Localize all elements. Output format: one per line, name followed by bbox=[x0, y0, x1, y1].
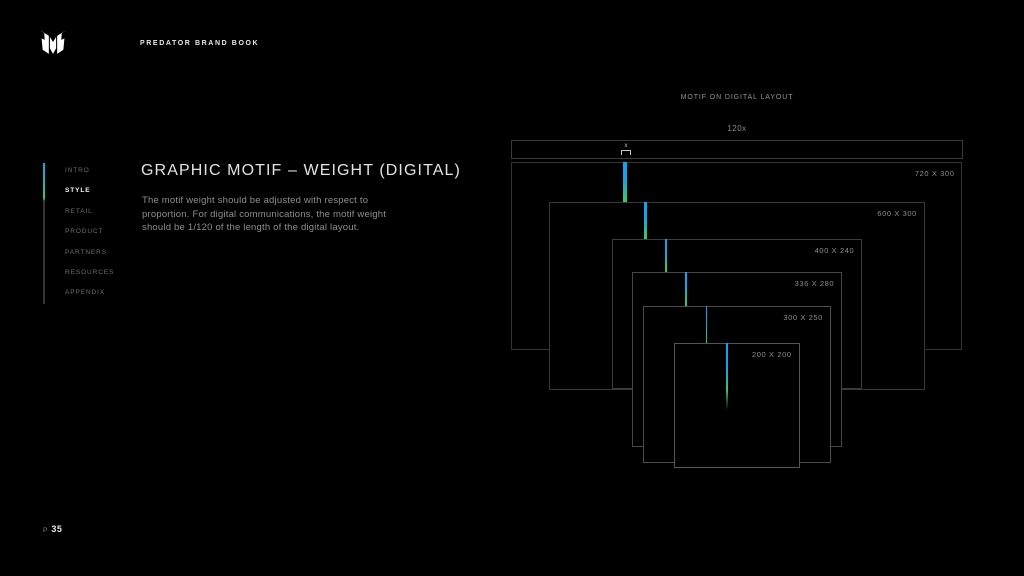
measure-bracket-icon bbox=[621, 150, 631, 155]
motif-stripe-300x250 bbox=[705, 306, 708, 343]
motif-stripe-200x200 bbox=[726, 343, 728, 410]
motif-width-annotation: x bbox=[618, 143, 634, 155]
motif-stripe-336x280 bbox=[685, 272, 688, 306]
banner-size-label: 720 X 300 bbox=[914, 169, 955, 178]
sidebar-nav: INTRO STYLE RETAIL PRODUCT PARTNERS RESOURCES… bbox=[65, 167, 114, 297]
sidebar-item-retail[interactable]: RETAIL bbox=[65, 207, 93, 215]
sidebar-item-style[interactable]: STYLE bbox=[65, 187, 91, 195]
banner-size-label: 200 X 200 bbox=[752, 350, 792, 359]
sidebar-item-intro[interactable]: INTRO bbox=[65, 167, 90, 174]
page-title: GRAPHIC MOTIF – WEIGHT (DIGITAL) bbox=[141, 162, 461, 179]
banner-size-label: 336 X 280 bbox=[794, 279, 835, 288]
body-text: The motif weight should be adjusted with… bbox=[142, 195, 387, 234]
banner-rect-200x200: 200 X 200 bbox=[674, 343, 800, 469]
banner-size-label: 600 X 300 bbox=[877, 209, 917, 218]
motif-width-label: x bbox=[624, 143, 628, 149]
scale-label: 120x bbox=[727, 124, 747, 133]
page-prefix: P bbox=[43, 527, 48, 534]
page-number: P 35 bbox=[43, 524, 62, 534]
predator-logo-icon bbox=[39, 30, 67, 54]
scale-bar: x bbox=[511, 140, 963, 159]
sidebar-item-resources[interactable]: RESOURCES bbox=[65, 268, 115, 276]
motif-stripe-600x300 bbox=[643, 202, 647, 239]
motif-stripe-720x300 bbox=[623, 162, 627, 202]
sidebar-item-partners[interactable]: PARTNERS bbox=[65, 248, 107, 256]
motif-stripe-400x240 bbox=[664, 239, 667, 272]
page-number-value: 35 bbox=[51, 524, 63, 534]
sidebar-accent-line bbox=[43, 163, 45, 304]
diagram-title: MOTIF ON DIGITAL LAYOUT bbox=[680, 94, 794, 101]
sidebar-item-appendix[interactable]: APPENDIX bbox=[65, 289, 106, 297]
banner-size-label: 400 X 240 bbox=[814, 246, 855, 255]
sidebar-item-product[interactable]: PRODUCT bbox=[65, 228, 104, 236]
motif-diagram: x 720 X 300 600 X 300 400 X 240 336 X 280 30… bbox=[511, 140, 963, 480]
banner-size-label: 300 X 250 bbox=[783, 313, 823, 322]
brand-title: PREDATOR BRAND BOOK bbox=[140, 40, 260, 47]
